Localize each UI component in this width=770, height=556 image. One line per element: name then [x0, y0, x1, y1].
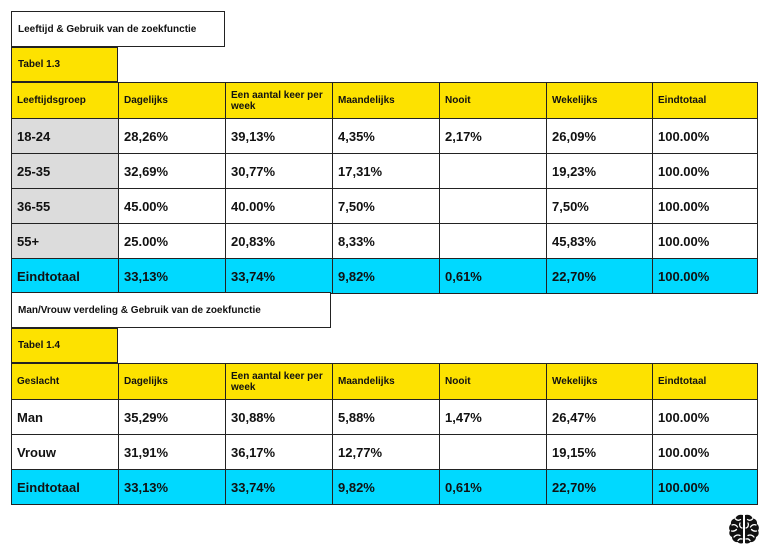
total-row: Eindtotaal 33,13% 33,74% 9,82% 0,61% 22,…	[11, 258, 758, 294]
table-cell: 30,88%	[225, 399, 333, 435]
section1-table-label: Tabel 1.3	[11, 47, 118, 82]
table-cell: 100.00%	[652, 188, 758, 224]
header-cell: Geslacht	[11, 363, 119, 400]
header-cell: Dagelijks	[118, 82, 226, 119]
section1-title: Leeftijd & Gebruik van de zoekfunctie	[11, 11, 225, 47]
section2-table-label: Tabel 1.4	[11, 328, 118, 363]
section2-title-text: Man/Vrouw verdeling & Gebruik van de zoe…	[18, 304, 261, 316]
total-cell: 22,70%	[546, 469, 653, 505]
total-label: Eindtotaal	[11, 469, 119, 505]
table-cell: 8,33%	[332, 223, 440, 259]
header-cell: Eindtotaal	[652, 363, 758, 400]
total-cell: 100.00%	[652, 469, 758, 505]
table-row: Vrouw 31,91% 36,17% 12,77% 19,15% 100.00…	[11, 434, 758, 470]
total-cell: 100.00%	[652, 258, 758, 294]
table-cell: 17,31%	[332, 153, 440, 189]
header-cell: Dagelijks	[118, 363, 226, 400]
table-cell: 45,83%	[546, 223, 653, 259]
total-label: Eindtotaal	[11, 258, 119, 294]
row-label: Vrouw	[11, 434, 119, 470]
total-cell: 22,70%	[546, 258, 653, 294]
section2-table-label-text: Tabel 1.4	[18, 340, 61, 351]
table-1-4: Geslacht Dagelijks Een aantal keer per w…	[11, 363, 758, 505]
header-cell: Een aantal keer per week	[225, 363, 333, 400]
table-cell: 12,77%	[332, 434, 440, 470]
section1-table-label-text: Tabel 1.3	[18, 59, 61, 70]
table-cell: 20,83%	[225, 223, 333, 259]
table-cell: 100.00%	[652, 118, 758, 154]
table-cell: 30,77%	[225, 153, 333, 189]
table-row: 36-55 45.00% 40.00% 7,50% 7,50% 100.00%	[11, 188, 758, 224]
table-cell	[439, 153, 547, 189]
row-label: 36-55	[11, 188, 119, 224]
table-cell: 5,88%	[332, 399, 440, 435]
total-cell: 33,74%	[225, 469, 333, 505]
table-cell: 28,26%	[118, 118, 226, 154]
total-row: Eindtotaal 33,13% 33,74% 9,82% 0,61% 22,…	[11, 469, 758, 505]
table-cell: 7,50%	[546, 188, 653, 224]
table-cell: 100.00%	[652, 223, 758, 259]
table-row: Man 35,29% 30,88% 5,88% 1,47% 26,47% 100…	[11, 399, 758, 435]
header-cell: Eindtotaal	[652, 82, 758, 119]
header-cell: Een aantal keer per week	[225, 82, 333, 119]
table-cell	[439, 188, 547, 224]
total-cell: 33,13%	[118, 469, 226, 505]
table-1-3: Leeftijdsgroep Dagelijks Een aantal keer…	[11, 82, 758, 294]
section2-title: Man/Vrouw verdeling & Gebruik van de zoe…	[11, 292, 331, 328]
table-cell: 100.00%	[652, 434, 758, 470]
brain-icon	[729, 514, 759, 544]
table-cell	[439, 223, 547, 259]
table-cell: 26,47%	[546, 399, 653, 435]
table-cell: 26,09%	[546, 118, 653, 154]
header-cell: Maandelijks	[332, 363, 440, 400]
table-cell: 45.00%	[118, 188, 226, 224]
total-cell: 0,61%	[439, 258, 547, 294]
table-cell: 31,91%	[118, 434, 226, 470]
table-row: 55+ 25.00% 20,83% 8,33% 45,83% 100.00%	[11, 223, 758, 259]
table-cell: 100.00%	[652, 399, 758, 435]
table-1-3-header-row: Leeftijdsgroep Dagelijks Een aantal keer…	[11, 82, 758, 119]
table-cell: 4,35%	[332, 118, 440, 154]
row-label: 55+	[11, 223, 119, 259]
row-label: Man	[11, 399, 119, 435]
header-cell: Wekelijks	[546, 82, 653, 119]
table-cell: 32,69%	[118, 153, 226, 189]
header-cell: Nooit	[439, 363, 547, 400]
table-cell: 39,13%	[225, 118, 333, 154]
table-cell: 1,47%	[439, 399, 547, 435]
header-cell: Maandelijks	[332, 82, 440, 119]
table-cell: 7,50%	[332, 188, 440, 224]
header-cell: Wekelijks	[546, 363, 653, 400]
total-cell: 33,74%	[225, 258, 333, 294]
table-cell: 19,23%	[546, 153, 653, 189]
total-cell: 0,61%	[439, 469, 547, 505]
total-cell: 9,82%	[332, 469, 440, 505]
row-label: 18-24	[11, 118, 119, 154]
table-1-4-header-row: Geslacht Dagelijks Een aantal keer per w…	[11, 363, 758, 400]
table-cell: 25.00%	[118, 223, 226, 259]
table-cell: 19,15%	[546, 434, 653, 470]
total-cell: 33,13%	[118, 258, 226, 294]
section1-title-text: Leeftijd & Gebruik van de zoekfunctie	[18, 23, 197, 35]
header-cell: Leeftijdsgroep	[11, 82, 119, 119]
row-label: 25-35	[11, 153, 119, 189]
table-row: 18-24 28,26% 39,13% 4,35% 2,17% 26,09% 1…	[11, 118, 758, 154]
header-cell: Nooit	[439, 82, 547, 119]
table-cell: 36,17%	[225, 434, 333, 470]
table-row: 25-35 32,69% 30,77% 17,31% 19,23% 100.00…	[11, 153, 758, 189]
table-cell: 35,29%	[118, 399, 226, 435]
total-cell: 9,82%	[332, 258, 440, 294]
table-cell: 100.00%	[652, 153, 758, 189]
table-cell	[439, 434, 547, 470]
table-cell: 2,17%	[439, 118, 547, 154]
table-cell: 40.00%	[225, 188, 333, 224]
